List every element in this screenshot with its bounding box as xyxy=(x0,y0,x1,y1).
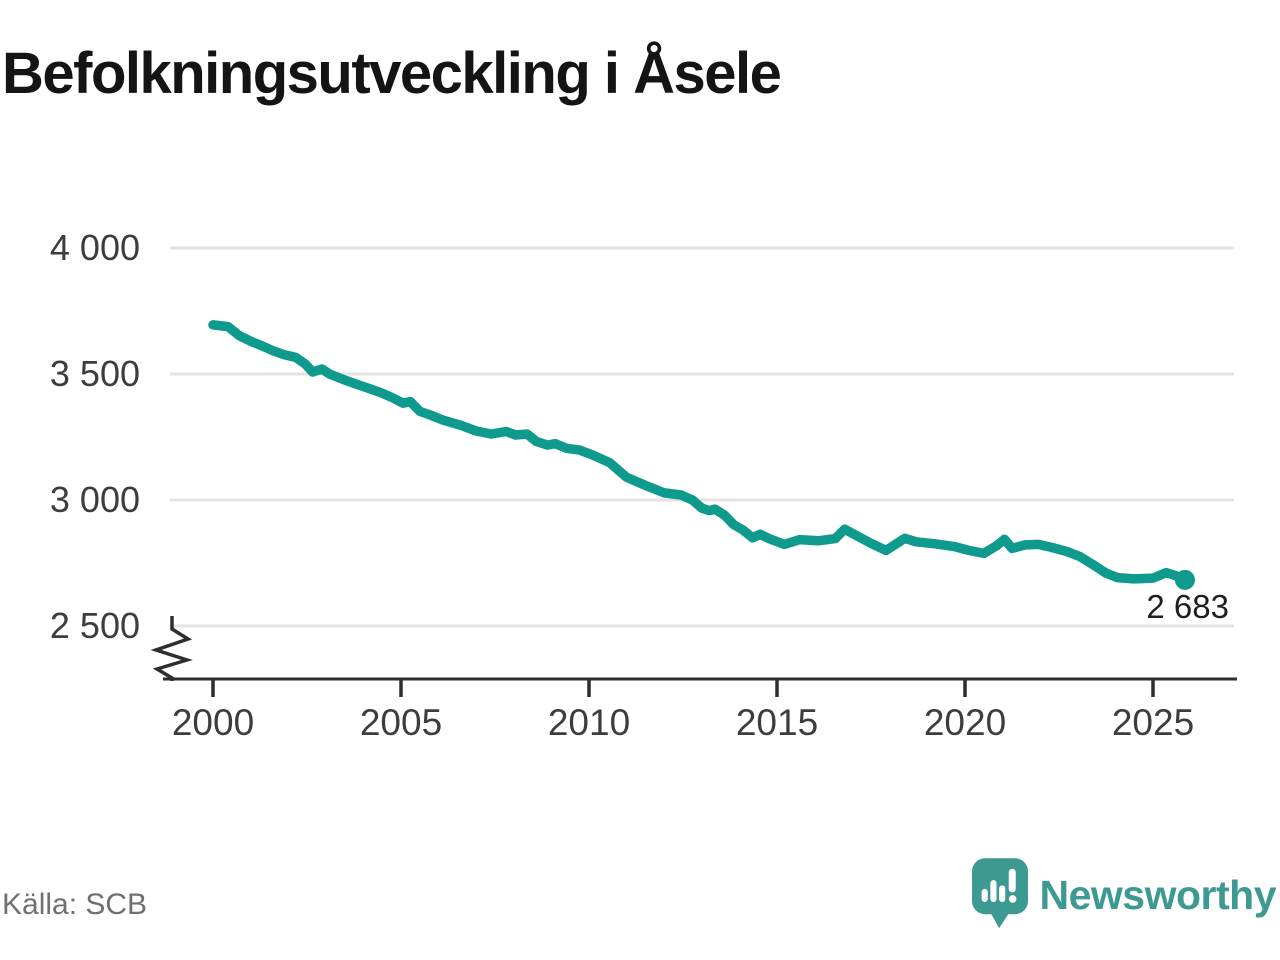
source-note: Källa: SCB xyxy=(2,888,148,921)
y-tick-label-4000: 4 000 xyxy=(50,227,140,268)
brand-name: Newsworthy xyxy=(1039,871,1277,918)
latest-value-marker xyxy=(1174,569,1195,590)
x-tick-label-2005: 2005 xyxy=(360,702,442,743)
x-tick-label-2000: 2000 xyxy=(172,702,254,743)
latest-value-label: 2 683 xyxy=(1146,588,1229,625)
y-axis-break-icon xyxy=(150,616,193,681)
population-line xyxy=(208,320,1190,585)
population-line-chart: 2 500 3 000 3 500 4 000 2000 2005 2010 2015 2020… xyxy=(50,227,1237,743)
y-tick-label-3000: 3 000 xyxy=(50,479,140,520)
logo-bars-and-exclamation xyxy=(981,868,1016,903)
x-tick-label-2025: 2025 xyxy=(1112,702,1194,743)
y-tick-label-2500: 2 500 xyxy=(50,605,140,646)
chart-title: Befolkningsutveckling i Åsele xyxy=(2,41,782,106)
newsworthy-speech-bubble-chart-icon xyxy=(971,858,1028,929)
x-tick-label-2020: 2020 xyxy=(924,702,1006,743)
y-tick-label-3500: 3 500 xyxy=(50,353,140,394)
x-tick-label-2015: 2015 xyxy=(736,702,818,743)
newsworthy-logo: Newsworthy xyxy=(971,858,1277,932)
x-tick-label-2010: 2010 xyxy=(548,702,630,743)
